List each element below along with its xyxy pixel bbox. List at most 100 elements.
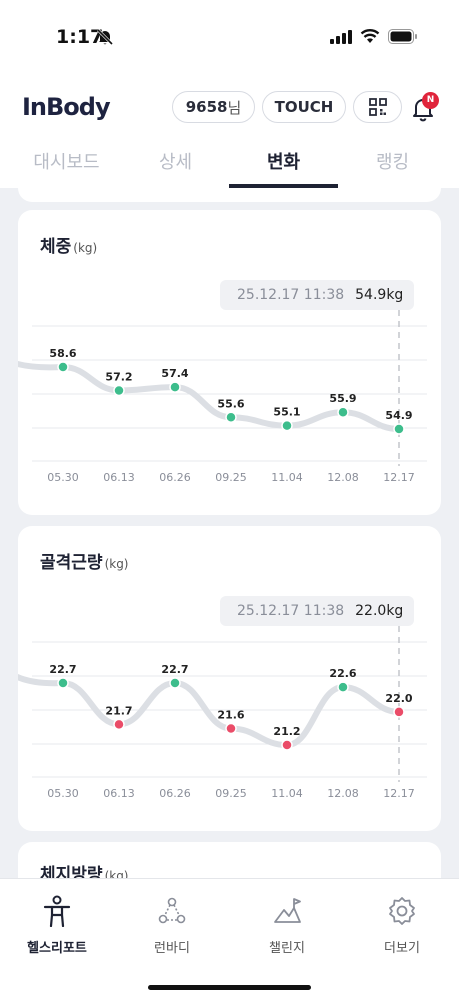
data-label: 55.1 bbox=[273, 406, 300, 419]
smm-tooltip-datetime: 25.12.17 11:38 bbox=[237, 603, 345, 619]
bell-muted-icon bbox=[96, 28, 114, 46]
health-report-icon bbox=[43, 895, 71, 927]
data-point bbox=[337, 406, 349, 418]
inbody-logo: InBody bbox=[22, 93, 111, 121]
user-id: 9658 bbox=[185, 98, 228, 116]
nav-challenge-label: 챌린지 bbox=[269, 941, 305, 956]
status-time: 1:17 bbox=[56, 26, 104, 48]
qr-button[interactable] bbox=[353, 91, 402, 123]
data-label: 22.7 bbox=[161, 663, 188, 676]
data-point bbox=[225, 411, 237, 424]
nav-runbody-label: 런바디 bbox=[154, 941, 190, 956]
smm-unit: (kg) bbox=[104, 557, 129, 571]
gear-icon bbox=[389, 897, 415, 925]
tab-ranking[interactable]: 랭킹 bbox=[375, 152, 410, 173]
x-tick-label: 06.26 bbox=[159, 787, 191, 800]
home-indicator bbox=[148, 985, 311, 990]
data-point bbox=[57, 677, 69, 689]
app-header: InBody 9658 님 TOUCH bbox=[0, 75, 459, 140]
x-tick-label: 12.08 bbox=[327, 787, 359, 800]
x-tick-label: 05.30 bbox=[47, 471, 79, 484]
tab-detail[interactable]: 상세 bbox=[158, 152, 193, 173]
data-point bbox=[281, 739, 293, 751]
nav-more-label: 더보기 bbox=[384, 941, 420, 956]
data-label: 22.7 bbox=[49, 663, 76, 676]
nav-health-report-label: 헬스리포트 bbox=[27, 941, 87, 956]
weight-title: 체중 bbox=[40, 237, 72, 257]
weight-tooltip-datetime: 25.12.17 11:38 bbox=[237, 287, 345, 303]
x-tick-label: 12.08 bbox=[327, 471, 359, 484]
x-tick-label: 05.30 bbox=[47, 787, 79, 800]
data-point bbox=[225, 722, 237, 735]
data-point bbox=[113, 718, 125, 731]
bottom-nav: 헬스리포트 런바디 챌린지 더보기 bbox=[0, 878, 459, 1000]
data-label: 21.2 bbox=[273, 725, 300, 738]
data-label: 55.9 bbox=[329, 392, 356, 405]
challenge-icon bbox=[274, 898, 301, 923]
touch-button[interactable]: TOUCH bbox=[262, 91, 346, 123]
smm-title: 골격근량 bbox=[40, 553, 103, 573]
weight-card-title: 체중 (kg) bbox=[40, 232, 97, 257]
signal-icon bbox=[330, 30, 352, 44]
data-label: 22.0 bbox=[385, 692, 412, 705]
x-tick-label: 06.13 bbox=[103, 471, 135, 484]
x-tick-label: 11.04 bbox=[271, 787, 303, 800]
active-tab-indicator bbox=[229, 184, 338, 188]
status-bar: 1:17 bbox=[0, 0, 459, 75]
x-tick-label: 06.26 bbox=[159, 471, 191, 484]
qr-code-icon bbox=[368, 98, 387, 116]
x-tick-label: 12.17 bbox=[383, 471, 415, 484]
data-point bbox=[169, 381, 181, 393]
x-tick-label: 06.13 bbox=[103, 787, 135, 800]
user-id-pill[interactable]: 9658 님 bbox=[172, 91, 255, 123]
battery-icon bbox=[388, 29, 417, 44]
data-point bbox=[393, 423, 405, 435]
data-label: 55.6 bbox=[217, 397, 244, 410]
series-line bbox=[18, 673, 402, 749]
weight-tooltip: 25.12.17 11:38 54.9kg bbox=[220, 280, 414, 310]
smm-tooltip: 25.12.17 11:38 22.0kg bbox=[220, 596, 414, 626]
tab-dashboard[interactable]: 대시보드 bbox=[33, 152, 100, 173]
data-label: 58.6 bbox=[49, 347, 76, 360]
data-label: 22.6 bbox=[329, 667, 356, 680]
tab-bar: 대시보드 상세 변화 랭킹 bbox=[0, 140, 459, 188]
notification-badge: N bbox=[422, 92, 439, 109]
tab-change[interactable]: 변화 bbox=[266, 152, 301, 173]
nav-runbody[interactable]: 런바디 bbox=[115, 895, 229, 956]
skeletal-muscle-chart[interactable]: 22.7 05.30 21.7 06.13 22.7 06.26 21.6 09.25 21.2… bbox=[18, 526, 441, 831]
body-fat-card-title: 체지방량 (kg) bbox=[40, 860, 129, 878]
data-point bbox=[113, 384, 125, 397]
data-label: 54.9 bbox=[385, 409, 412, 422]
data-point bbox=[281, 419, 293, 432]
x-tick-label: 12.17 bbox=[383, 787, 415, 800]
weight-chart[interactable]: 58.6 05.30 57.2 06.13 57.4 06.26 55.6 09.25 55.1… bbox=[18, 210, 441, 515]
previous-card bbox=[18, 188, 441, 202]
data-label: 57.2 bbox=[105, 370, 132, 383]
weight-tooltip-value: 54.9kg bbox=[355, 287, 404, 303]
body-fat-unit: (kg) bbox=[104, 869, 129, 878]
x-tick-label: 11.04 bbox=[271, 471, 303, 484]
content-scroll-area[interactable]: 체중 (kg) 25.12.17 11:38 54.9kg 58.6 05.30 57… bbox=[0, 188, 459, 878]
data-point bbox=[169, 677, 181, 689]
skeletal-muscle-card: 골격근량 (kg) 25.12.17 11:38 22.0kg 22.7 05.30… bbox=[18, 526, 441, 831]
data-label: 57.4 bbox=[161, 367, 188, 380]
data-point bbox=[57, 361, 69, 373]
x-tick-label: 09.25 bbox=[215, 471, 247, 484]
nav-challenge[interactable]: 챌린지 bbox=[230, 895, 344, 956]
nav-more[interactable]: 더보기 bbox=[345, 895, 459, 956]
x-tick-label: 09.25 bbox=[215, 787, 247, 800]
smm-card-title: 골격근량 (kg) bbox=[40, 548, 129, 573]
wifi-icon bbox=[360, 29, 380, 43]
user-suffix: 님 bbox=[227, 98, 242, 117]
runbody-icon bbox=[158, 897, 186, 924]
smm-tooltip-value: 22.0kg bbox=[355, 603, 404, 619]
weight-card: 체중 (kg) 25.12.17 11:38 54.9kg 58.6 05.30 57… bbox=[18, 210, 441, 515]
data-point bbox=[393, 706, 405, 718]
nav-health-report[interactable]: 헬스리포트 bbox=[0, 895, 114, 956]
data-label: 21.7 bbox=[105, 704, 132, 717]
data-label: 21.6 bbox=[217, 708, 244, 721]
weight-unit: (kg) bbox=[73, 241, 98, 255]
body-fat-title: 체지방량 bbox=[40, 865, 103, 878]
data-point bbox=[337, 681, 349, 693]
body-fat-card: 체지방량 (kg) bbox=[18, 842, 441, 878]
